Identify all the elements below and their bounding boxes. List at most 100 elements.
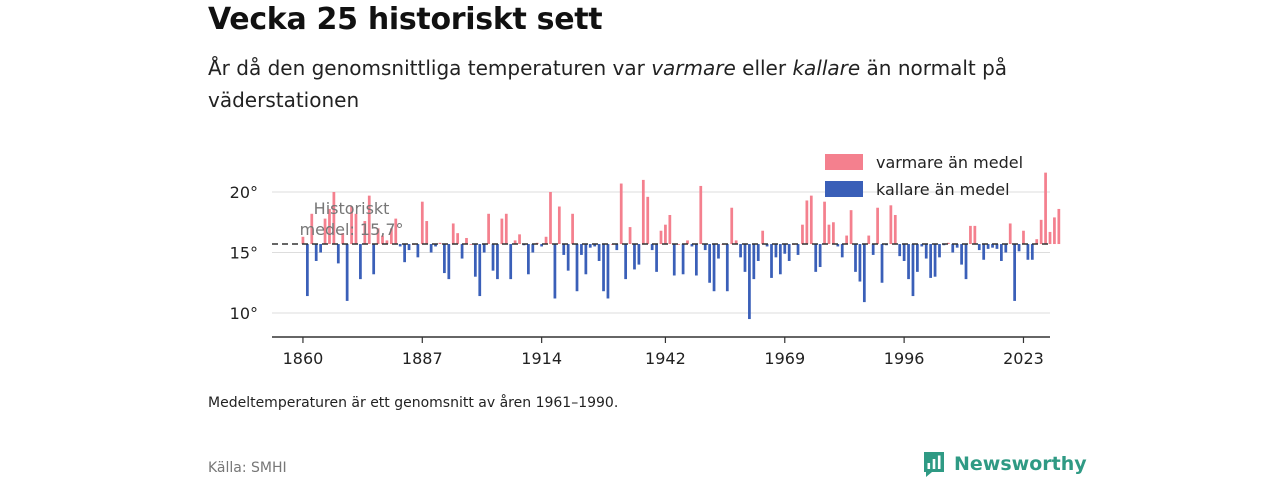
bar-year-1879 [385,240,389,245]
bar-year-1914 [540,244,544,247]
bar-year-1871 [350,206,353,245]
bar-year-1915 [544,236,548,245]
bar-year-2004 [938,244,941,258]
bar-year-2016 [991,244,994,248]
bar-year-2025 [1030,244,1034,260]
bar-year-1952 [708,244,711,283]
bar-year-1941 [659,230,663,245]
bar-year-1979 [827,224,831,245]
bar-year-1978 [823,201,826,245]
bar-year-1931 [615,244,619,251]
bar-year-1991 [880,244,884,283]
bar-year-1988 [867,235,871,245]
bar-year-1927 [597,244,601,261]
bar-year-1918 [557,206,561,245]
x-tick-label: 1996 [884,349,925,368]
bar-year-1953 [712,244,716,292]
bar-year-1943 [668,214,672,245]
page-subtitle: År då den genomsnittliga temperaturen va… [208,52,1028,116]
bar-year-1990 [876,207,879,245]
bar-year-1983 [845,235,849,245]
subtitle-text-1: År då den genomsnittliga temperaturen va… [208,56,652,80]
bar-year-2012 [973,225,977,245]
bar-year-1912 [531,244,535,253]
bar-year-1933 [624,244,628,280]
bar-year-1964 [761,230,765,245]
bar-year-1892 [443,244,446,274]
historical-mean-label-line2: medel: 15,7° [300,220,404,239]
bar-year-1893 [447,244,451,280]
bar-year-1928 [602,244,605,292]
bar-year-2017 [995,244,999,249]
bar-year-2024 [1026,244,1030,260]
x-tick-label: 1860 [283,349,324,368]
bar-year-2008 [955,244,959,248]
bar-year-1969 [783,244,787,254]
bar-year-1987 [862,244,866,303]
bar-year-1873 [359,244,362,280]
bar-year-1985 [854,244,857,272]
bar-year-1861 [305,244,309,297]
bar-year-1951 [703,244,707,251]
bar-year-1889 [429,244,433,253]
page-title: Vecka 25 historiskt sett [208,2,603,37]
bar-year-1916 [549,192,552,245]
bar-year-1860 [301,236,305,245]
bar-year-1880 [389,228,393,245]
bar-year-1993 [889,205,893,245]
bar-year-1966 [770,244,773,278]
bar-year-1974 [805,200,809,245]
bar-year-1940 [655,244,658,272]
bar-year-1939 [650,244,654,251]
bar-year-1902 [487,213,490,245]
y-tick-label: 20° [230,183,258,202]
bar-year-2015 [986,244,990,249]
y-axis-ticks: 10° 15° 20° [230,183,258,323]
newsworthy-logo-icon [924,452,944,477]
bar-year-2026 [1035,239,1039,245]
bar-year-1875 [367,195,371,245]
source-credit: Källa: SMHI [208,460,287,476]
bar-year-1942 [664,224,667,245]
bar-year-2018 [1000,244,1003,261]
bar-year-1919 [562,244,566,255]
bar-year-1957 [730,207,734,245]
bar-year-1920 [566,244,570,271]
bar-year-1929 [606,244,610,299]
bar-year-1926 [593,244,597,247]
bar-year-1970 [787,244,791,261]
bar-year-1938 [646,196,650,245]
bar-year-2031 [1057,208,1061,245]
bar-year-1995 [898,244,902,257]
bar-year-1894 [451,223,455,245]
x-tick-label: 2023 [1003,349,1044,368]
bar-year-1922 [575,244,579,292]
subtitle-emphasis-warmer: varmare [651,56,736,80]
y-tick-label: 15° [230,244,258,263]
bar-year-1921 [571,213,574,245]
bar-year-1924 [584,244,588,275]
bar-year-1900 [478,244,482,297]
bar-year-1967 [774,244,778,258]
bar-year-2023 [1022,230,1025,245]
bar-year-1998 [911,244,915,297]
bar-year-1863 [314,244,318,261]
bar-year-2006 [946,242,950,245]
legend-label-warmer: varmare än medel [876,153,1023,172]
bar-year-1999 [916,244,919,272]
bar-year-1948 [690,244,694,247]
bar-year-1901 [482,244,486,253]
brand-logo[interactable]: Newsworthy [922,450,1087,478]
bar-year-1887 [420,201,424,245]
bar-year-1963 [756,244,760,261]
temperature-bar-chart: Historiskt medel: 15,7° 1860 1887 1914 1942… [230,153,1061,368]
bar-year-1958 [734,240,738,245]
bar-year-1883 [403,244,406,263]
bar-year-2014 [982,244,986,260]
bar-year-2019 [1004,244,1008,253]
bar-year-1925 [588,244,592,248]
bar-year-1896 [460,244,464,259]
bar-year-1891 [438,242,442,245]
bar-year-1937 [641,179,645,245]
bar-year-2002 [929,244,933,278]
